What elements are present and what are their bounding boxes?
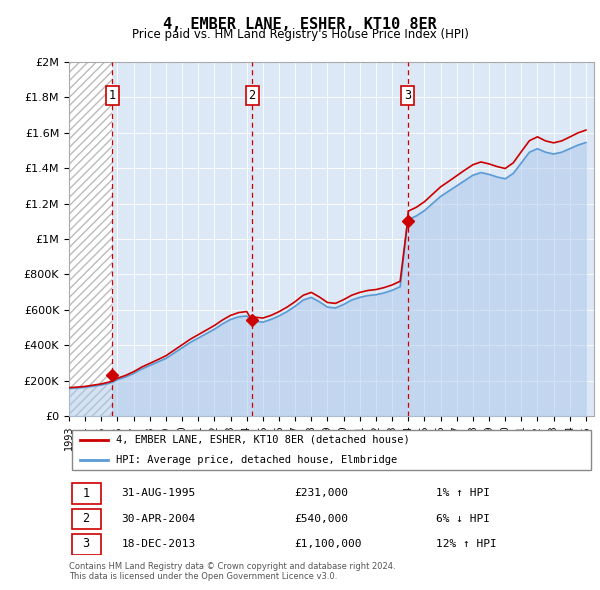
Text: Contains HM Land Registry data © Crown copyright and database right 2024.
This d: Contains HM Land Registry data © Crown c… xyxy=(69,562,395,581)
Text: 3: 3 xyxy=(82,537,89,550)
Text: 30-APR-2004: 30-APR-2004 xyxy=(121,513,196,523)
Text: 1: 1 xyxy=(82,487,89,500)
Text: 1% ↑ HPI: 1% ↑ HPI xyxy=(437,489,491,498)
Text: 31-AUG-1995: 31-AUG-1995 xyxy=(121,489,196,498)
Text: HPI: Average price, detached house, Elmbridge: HPI: Average price, detached house, Elmb… xyxy=(116,455,398,465)
FancyBboxPatch shape xyxy=(71,430,592,470)
FancyBboxPatch shape xyxy=(71,483,101,504)
Text: 2: 2 xyxy=(248,89,256,102)
Text: 12% ↑ HPI: 12% ↑ HPI xyxy=(437,539,497,549)
Text: Price paid vs. HM Land Registry's House Price Index (HPI): Price paid vs. HM Land Registry's House … xyxy=(131,28,469,41)
Text: 1: 1 xyxy=(109,89,116,102)
Text: £540,000: £540,000 xyxy=(295,513,349,523)
Text: 6% ↓ HPI: 6% ↓ HPI xyxy=(437,513,491,523)
Text: 4, EMBER LANE, ESHER, KT10 8ER (detached house): 4, EMBER LANE, ESHER, KT10 8ER (detached… xyxy=(116,435,410,445)
Text: 2: 2 xyxy=(82,512,89,525)
FancyBboxPatch shape xyxy=(71,509,101,529)
Text: £1,100,000: £1,100,000 xyxy=(295,539,362,549)
Text: £231,000: £231,000 xyxy=(295,489,349,498)
Text: 3: 3 xyxy=(404,89,411,102)
Text: 18-DEC-2013: 18-DEC-2013 xyxy=(121,539,196,549)
Text: 4, EMBER LANE, ESHER, KT10 8ER: 4, EMBER LANE, ESHER, KT10 8ER xyxy=(163,17,437,31)
FancyBboxPatch shape xyxy=(71,534,101,555)
